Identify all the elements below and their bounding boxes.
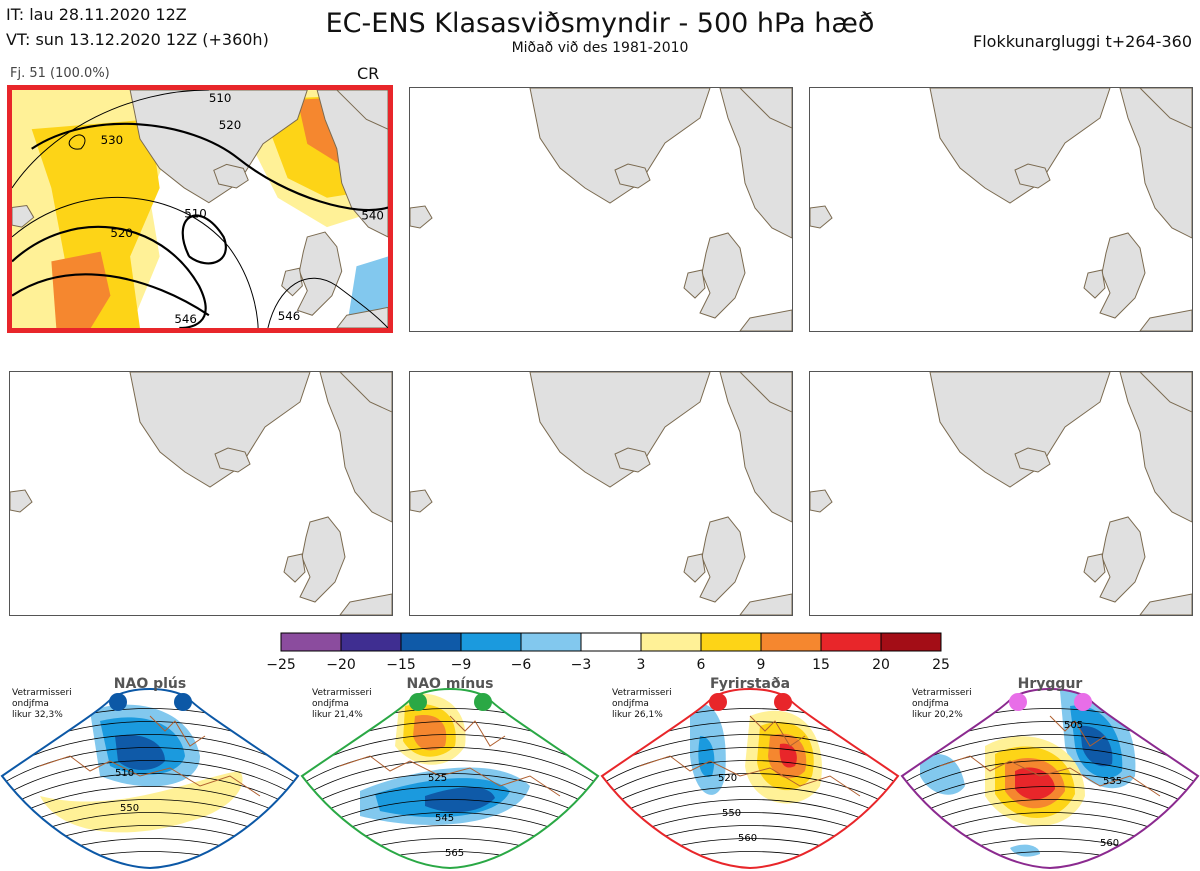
- issue-time: IT: lau 28.11.2020 12Z: [6, 5, 187, 24]
- map-panel-3: [809, 87, 1193, 332]
- colorbar-tick: −25: [266, 657, 296, 673]
- contour-label: 530: [101, 133, 124, 147]
- regime-contour-label: 550: [120, 803, 139, 814]
- regime-contour-label: 525: [428, 773, 447, 784]
- regime-frame: [300, 688, 600, 870]
- regime-contour-label: 505: [1064, 720, 1083, 731]
- contour-label: 546: [174, 312, 197, 326]
- colorbar-tick: 6: [696, 657, 706, 673]
- regime-frame: [600, 688, 900, 870]
- colorbar-tick: −20: [326, 657, 356, 673]
- contour-label: 510: [209, 91, 232, 105]
- colorbar-segment: [880, 632, 942, 652]
- colorbar-tick: −3: [570, 657, 592, 673]
- valid-time: VT: sun 13.12.2020 12Z (+360h): [6, 30, 269, 49]
- regime-contour-label: 550: [722, 808, 741, 819]
- regime-contour-label: 510: [115, 768, 134, 779]
- regime-note-line: Vetrarmisseri: [612, 688, 672, 698]
- regime-note-line: ondjfma: [312, 699, 349, 709]
- colorbar-segment: [460, 632, 522, 652]
- regime-code: CR: [357, 64, 380, 83]
- map-panel-cluster-1[interactable]: 510 520 530 520 510 546 546 540: [7, 85, 393, 333]
- regime-note-line: likur 21,4%: [312, 710, 363, 720]
- regime-dot: [1074, 693, 1092, 711]
- colorbar-segment: [820, 632, 882, 652]
- regime-note-line: likur 20,2%: [912, 710, 963, 720]
- regime-note-line: Vetrarmisseri: [312, 688, 372, 698]
- regime-dot: [474, 693, 492, 711]
- regime-contour-label: 545: [435, 813, 454, 824]
- regime-note: Vetrarmisseri ondjfma likur 26,1%: [612, 688, 682, 721]
- regime-dot: [774, 693, 792, 711]
- map-panel-6: [809, 371, 1193, 616]
- regime-panel-nao-plus: 510 550 NAO plús Vetrarmisseri ondjfma likur …: [0, 676, 300, 871]
- colorbar-tick: 25: [932, 657, 950, 673]
- colorbar-segment: [520, 632, 582, 652]
- regime-panel-blocking: 520 550 560 Fyrirstaða Vetrarmisseri ondjfma l…: [600, 676, 900, 871]
- regime-dot: [709, 693, 727, 711]
- colorbar-tick: 3: [636, 657, 646, 673]
- cluster-label: Fj. 51 (100.0%): [10, 66, 110, 81]
- contour-label: 520: [219, 118, 242, 132]
- colorbar-segment: [640, 632, 702, 652]
- anomaly-colorbar: [280, 632, 942, 652]
- regime-dot: [409, 693, 427, 711]
- regime-title: NAO mínus: [406, 676, 494, 692]
- colorbar-tick: 9: [756, 657, 766, 673]
- contour-label: 520: [110, 226, 133, 240]
- colorbar-segment: [700, 632, 762, 652]
- regime-dot: [1009, 693, 1027, 711]
- contour-label: 546: [278, 309, 301, 323]
- regime-contour-label: 535: [1103, 776, 1122, 787]
- colorbar-segment: [340, 632, 402, 652]
- classification-window: Flokkunargluggi t+264-360: [973, 32, 1192, 51]
- colorbar-tick: −6: [510, 657, 532, 673]
- colorbar-tick: −15: [386, 657, 416, 673]
- regime-note-line: likur 32,3%: [12, 710, 63, 720]
- regime-contour-label: 560: [1100, 838, 1119, 849]
- regime-title: Hryggur: [1017, 676, 1083, 692]
- regime-title: NAO plús: [113, 676, 187, 692]
- regime-frame: [900, 688, 1200, 870]
- regime-panel-ridge: 505 535 560 Hryggur Vetrarmisseri ondjfma liku…: [900, 676, 1200, 871]
- colorbar-segment: [280, 632, 342, 652]
- regime-contour-label: 520: [718, 773, 737, 784]
- colorbar-tick: 15: [812, 657, 830, 673]
- regime-dot: [174, 693, 192, 711]
- page-title: EC-ENS Klasasviðsmyndir - 500 hPa hæð: [325, 8, 875, 39]
- regime-note: Vetrarmisseri ondjfma likur 32,3%: [12, 688, 82, 721]
- regime-frame: [0, 688, 300, 870]
- colorbar-segment: [760, 632, 822, 652]
- regime-note-line: Vetrarmisseri: [912, 688, 972, 698]
- regime-note: Vetrarmisseri ondjfma likur 20,2%: [912, 688, 982, 721]
- regime-contour-label: 565: [445, 848, 464, 859]
- regime-dot: [109, 693, 127, 711]
- regime-note-line: ondjfma: [612, 699, 649, 709]
- colorbar-segment: [580, 632, 642, 652]
- regime-panel-nao-minus: 525 545 565 NAO mínus Vetrarmisseri ondjfma li…: [300, 676, 600, 871]
- regime-note-line: ondjfma: [912, 699, 949, 709]
- colorbar-segment: [400, 632, 462, 652]
- regime-contour-label: 560: [738, 833, 757, 844]
- contour-label: 540: [361, 208, 384, 222]
- regime-note-line: ondjfma: [12, 699, 49, 709]
- regime-note: Vetrarmisseri ondjfma likur 21,4%: [312, 688, 382, 721]
- regime-title: Fyrirstaða: [709, 676, 791, 692]
- map-panel-2: [409, 87, 793, 332]
- map-panel-5: [409, 371, 793, 616]
- map-panel-4: [9, 371, 393, 616]
- contour-label: 510: [184, 206, 207, 220]
- regime-note-line: Vetrarmisseri: [12, 688, 72, 698]
- page-subtitle: Miðað við des 1981-2010: [511, 40, 689, 56]
- colorbar-tick: 20: [872, 657, 890, 673]
- regime-note-line: likur 26,1%: [612, 710, 663, 720]
- colorbar-tick: −9: [450, 657, 472, 673]
